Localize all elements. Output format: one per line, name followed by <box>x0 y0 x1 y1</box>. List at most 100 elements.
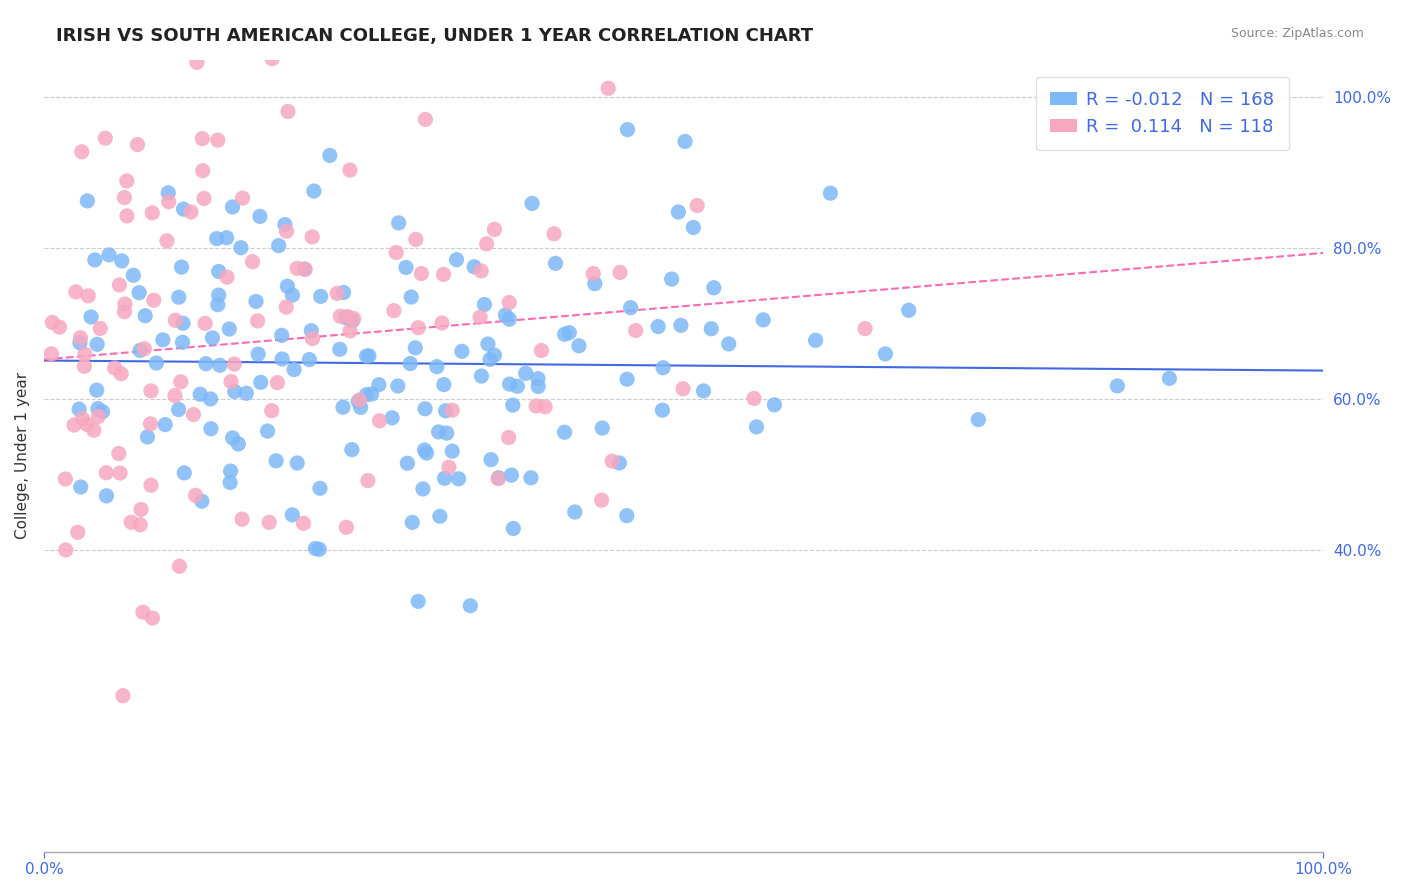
Irish <box>91 405 114 419</box>
Irish <box>86 383 108 397</box>
Irish <box>484 348 506 362</box>
Irish <box>69 335 91 350</box>
Irish <box>506 379 529 393</box>
South Americans <box>156 234 179 248</box>
Irish <box>152 333 174 347</box>
Irish <box>304 541 326 556</box>
Irish <box>329 343 352 357</box>
South Americans <box>65 285 87 299</box>
South Americans <box>262 52 284 66</box>
Irish <box>294 262 316 277</box>
South Americans <box>66 525 89 540</box>
Irish <box>349 401 371 415</box>
Irish <box>96 489 118 503</box>
South Americans <box>242 254 264 268</box>
Text: IRISH VS SOUTH AMERICAN COLLEGE, UNDER 1 YEAR CORRELATION CHART: IRISH VS SOUTH AMERICAN COLLEGE, UNDER 1… <box>56 27 813 45</box>
South Americans <box>55 472 77 486</box>
South Americans <box>382 303 405 318</box>
South Americans <box>266 376 288 390</box>
South Americans <box>335 520 357 534</box>
South Americans <box>73 347 96 361</box>
Irish <box>717 337 740 351</box>
South Americans <box>219 375 242 389</box>
Irish <box>413 401 436 416</box>
South Americans <box>114 297 136 311</box>
South Americans <box>600 454 623 468</box>
Irish <box>498 312 520 326</box>
Irish <box>488 471 510 485</box>
Irish <box>367 377 389 392</box>
Irish <box>460 599 482 613</box>
Irish <box>527 372 550 386</box>
South Americans <box>72 411 94 425</box>
South Americans <box>343 311 366 326</box>
Irish <box>897 303 920 318</box>
South Americans <box>112 190 135 204</box>
South Americans <box>108 466 131 480</box>
South Americans <box>441 403 464 417</box>
South Americans <box>470 264 492 278</box>
South Americans <box>139 478 162 492</box>
South Americans <box>301 332 323 346</box>
Irish <box>267 238 290 252</box>
South Americans <box>498 430 520 444</box>
Irish <box>80 310 103 324</box>
Irish <box>356 388 378 402</box>
Irish <box>616 508 638 523</box>
Irish <box>441 444 464 458</box>
South Americans <box>114 304 136 318</box>
Irish <box>544 256 567 270</box>
South Americans <box>170 375 193 389</box>
South Americans <box>432 268 454 282</box>
South Americans <box>142 293 165 308</box>
South Americans <box>132 605 155 619</box>
South Americans <box>193 192 215 206</box>
Irish <box>221 200 243 214</box>
Irish <box>276 279 298 293</box>
Irish <box>427 425 450 439</box>
Irish <box>188 387 211 401</box>
Irish <box>415 446 437 460</box>
Irish <box>591 421 613 435</box>
South Americans <box>94 131 117 145</box>
South Americans <box>385 245 408 260</box>
Irish <box>340 442 363 457</box>
Irish <box>302 184 325 198</box>
Irish <box>228 437 250 451</box>
Irish <box>652 360 675 375</box>
South Americans <box>69 331 91 345</box>
South Americans <box>430 316 453 330</box>
Irish <box>153 417 176 432</box>
South Americans <box>257 516 280 530</box>
South Americans <box>127 137 149 152</box>
South Americans <box>742 392 765 406</box>
South Americans <box>530 343 553 358</box>
South Americans <box>41 315 63 329</box>
South Americans <box>339 163 361 178</box>
Irish <box>387 379 409 393</box>
Irish <box>463 260 485 274</box>
Irish <box>692 384 714 398</box>
Irish <box>299 324 322 338</box>
Irish <box>666 205 689 219</box>
South Americans <box>76 417 98 432</box>
South Americans <box>215 270 238 285</box>
South Americans <box>329 310 352 324</box>
South Americans <box>108 277 131 292</box>
Irish <box>820 186 842 201</box>
Irish <box>745 420 768 434</box>
South Americans <box>141 611 163 625</box>
South Americans <box>336 310 359 324</box>
Irish <box>515 367 537 381</box>
South Americans <box>411 267 433 281</box>
Irish <box>447 472 470 486</box>
Irish <box>235 386 257 401</box>
Irish <box>87 401 110 416</box>
Irish <box>446 252 468 267</box>
Irish <box>474 297 496 311</box>
Irish <box>396 456 419 470</box>
South Americans <box>276 300 298 314</box>
Irish <box>122 268 145 283</box>
South Americans <box>89 321 111 335</box>
South Americans <box>180 205 202 219</box>
